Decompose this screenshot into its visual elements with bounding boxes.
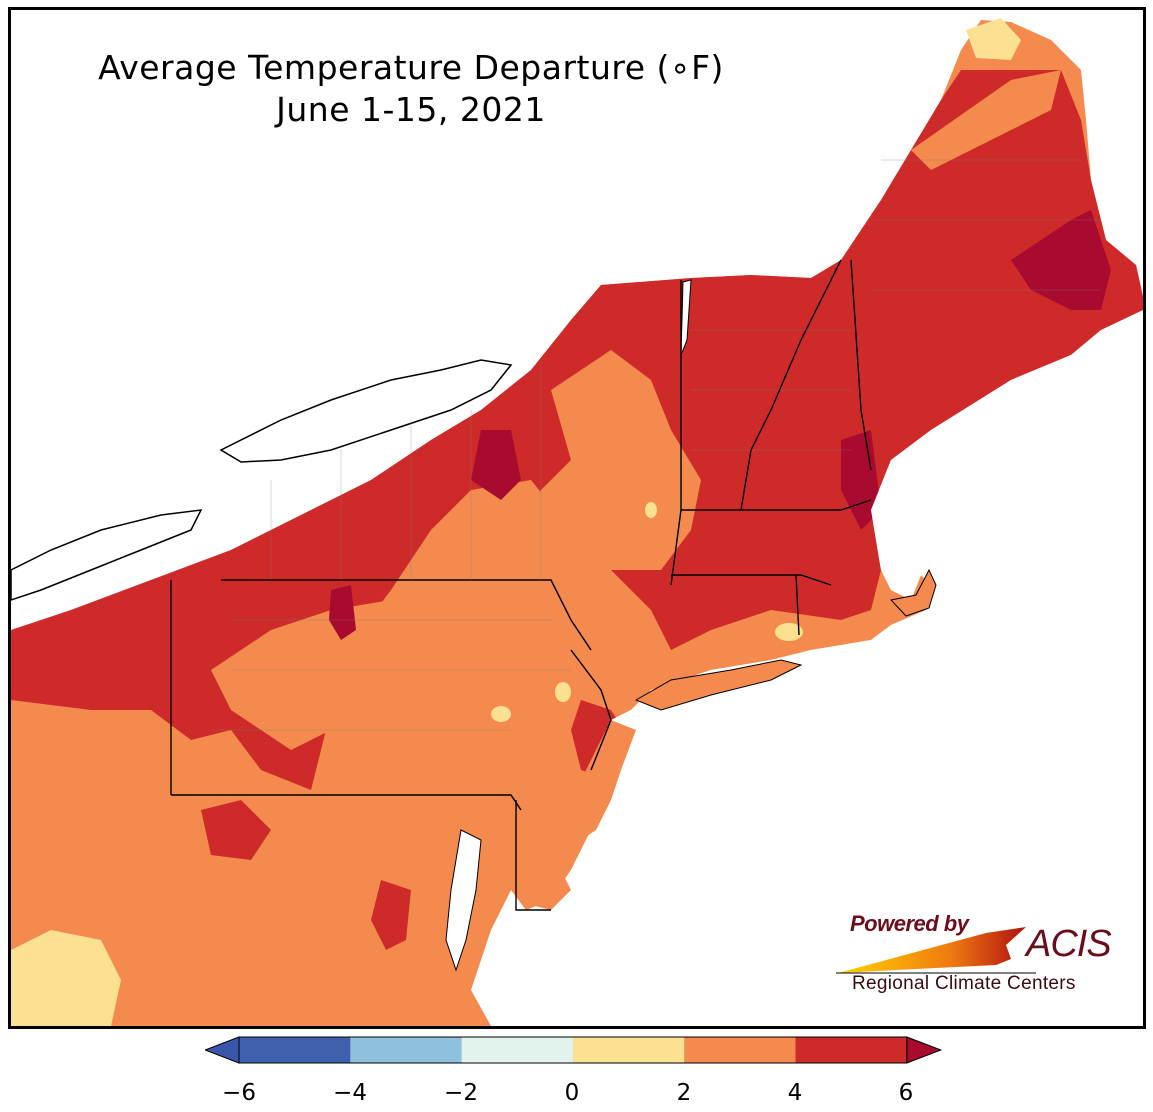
pa-south-border [171, 794, 522, 811]
hot-region-me [1011, 210, 1111, 310]
lake-ontario [219, 359, 513, 463]
nj-pa-border [570, 649, 612, 771]
state-borders [170, 259, 872, 911]
mild-region-pa [211, 600, 451, 750]
cool-spot-nj [555, 682, 571, 702]
colorbar-outline [238, 1036, 908, 1064]
tick-label: −2 [444, 1080, 478, 1106]
cape-cod [890, 568, 937, 617]
colorbar-extend-low [205, 1036, 240, 1064]
ct-ri-border [795, 574, 800, 636]
colorbar-extend-high [906, 1036, 943, 1064]
cool-region-va [11, 930, 121, 1026]
chesapeake-bay [445, 829, 482, 972]
temperature-departure-map [11, 18, 1143, 1026]
cool-spot-ct [775, 623, 803, 641]
vt-nh-border [740, 259, 842, 511]
tick-label: −6 [222, 1080, 256, 1106]
mild-region-me [911, 70, 1061, 170]
mild-region-ny [531, 350, 701, 570]
map-subtitle: June 1-15, 2021 [276, 90, 546, 129]
hot-region-nh [841, 430, 881, 530]
warm-region-va [371, 880, 411, 950]
hot-region-ny [471, 430, 521, 500]
hot-region-pa [329, 585, 356, 640]
colorbar-bin [461, 1037, 574, 1063]
tick-label: −4 [333, 1080, 367, 1106]
colorbar-bin [239, 1037, 351, 1063]
county-borders [211, 159, 1101, 731]
de-md-border [515, 800, 551, 911]
logo-brand: ACIS [1026, 923, 1112, 965]
logo-powered-by: Powered by [850, 911, 969, 936]
tick-label: 6 [898, 1080, 914, 1106]
colorbar-bin [572, 1037, 685, 1063]
map-frame: Average Temperature Departure (∘F) June … [8, 7, 1146, 1029]
new-jersey-coast [571, 720, 636, 840]
logo-subtitle: Regional Climate Centers [852, 973, 1076, 994]
cool-spot-pa [491, 706, 511, 722]
cool-spot-ny [645, 502, 657, 518]
logo-swoosh-icon [836, 927, 1036, 974]
warm-region-wv [201, 800, 271, 860]
ny-pa-border [221, 579, 592, 651]
map-title: Average Temperature Departure (∘F) [98, 48, 724, 87]
lake-erie [11, 509, 203, 601]
colorbar-bin [350, 1037, 463, 1063]
ma-south-border [671, 574, 832, 586]
long-island [634, 659, 803, 711]
tick-label: 2 [676, 1080, 692, 1106]
tick-label: 4 [787, 1080, 803, 1106]
colorbar-bin [684, 1037, 796, 1063]
ma-north-border [681, 499, 872, 511]
nh-me-border [850, 259, 872, 471]
colorbar-legend [205, 1036, 943, 1064]
tick-label: 0 [564, 1080, 580, 1106]
colorbar-bin [795, 1037, 908, 1063]
acis-logo: Powered by ACIS Regional Climate Centers [836, 905, 1136, 1005]
atlantic-ocean [551, 310, 1143, 1026]
cool-region-me [966, 18, 1021, 60]
delmarva [511, 800, 571, 910]
